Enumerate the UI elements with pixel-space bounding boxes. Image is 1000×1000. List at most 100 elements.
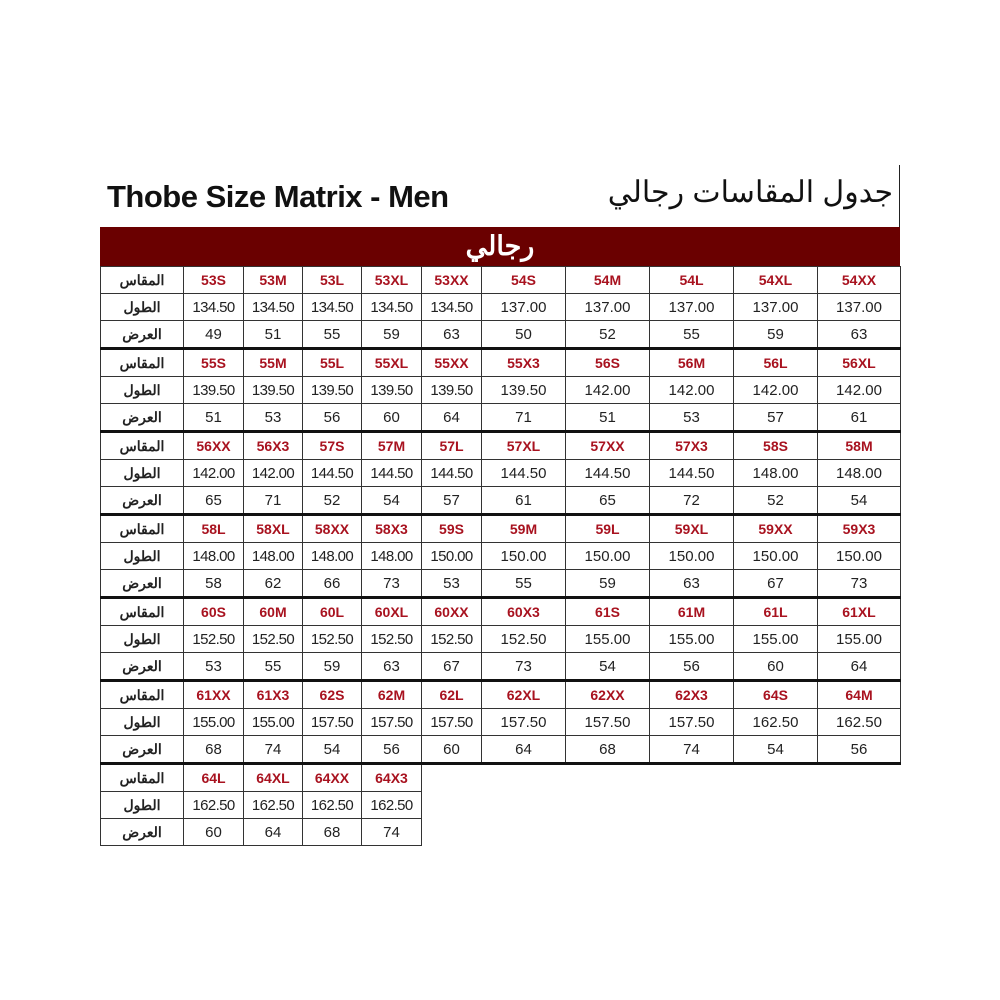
width-cell: 53: [421, 569, 482, 598]
length-cell: 142.00: [649, 376, 734, 404]
empty-cell: [482, 792, 566, 819]
width-cell: 63: [649, 569, 734, 598]
row-label-length: الطول: [100, 542, 184, 570]
length-cell: 148.00: [302, 542, 362, 570]
size-cell: 53L: [302, 266, 362, 294]
width-cell: 52: [302, 486, 362, 515]
width-cell: 54: [817, 486, 901, 515]
size-cell: 59M: [481, 513, 566, 543]
row-label-length: الطول: [100, 625, 184, 653]
size-cell: 61X3: [243, 679, 303, 709]
title-english: Thobe Size Matrix - Men: [107, 179, 449, 214]
size-cell: 56XL: [817, 347, 901, 377]
length-cell: 148.00: [243, 542, 303, 570]
row-label-size: المقاس: [100, 679, 184, 709]
width-cell: 49: [183, 320, 244, 349]
size-cell: 64M: [817, 679, 901, 709]
width-cell: 56: [361, 735, 422, 764]
size-cell: 59XX: [733, 513, 818, 543]
size-cell: 61M: [649, 596, 734, 626]
length-cell: 139.50: [421, 376, 482, 404]
size-cell: 58L: [183, 513, 244, 543]
width-cell: 67: [421, 652, 482, 681]
length-row: الطول 134.50 134.50 134.50 134.50 134.50 137.0…: [100, 293, 901, 321]
width-cell: 60: [421, 735, 482, 764]
length-cell: 139.50: [243, 376, 303, 404]
size-cell: 57XX: [565, 430, 650, 460]
length-cell: 152.50: [183, 625, 244, 653]
empty-cell: [818, 819, 901, 846]
size-row: المقاس 55S 55M 55L 55XL 55XX 55X3 56S 56M 56L 56XL: [100, 347, 901, 377]
size-cell: 59L: [565, 513, 650, 543]
size-cell: 60M: [243, 596, 303, 626]
size-cell: 53XX: [421, 266, 482, 294]
empty-cell: [566, 819, 650, 846]
length-cell: 150.00: [421, 542, 482, 570]
size-cell: 56S: [565, 347, 650, 377]
size-cell: 60X3: [481, 596, 566, 626]
length-cell: 134.50: [361, 293, 422, 321]
width-cell: 56: [302, 403, 362, 432]
row-label-length: الطول: [100, 293, 184, 321]
width-cell: 63: [817, 320, 901, 349]
empty-cell: [734, 819, 818, 846]
length-cell: 162.50: [243, 791, 303, 819]
length-cell: 139.50: [361, 376, 422, 404]
width-cell: 71: [243, 486, 303, 515]
width-cell: 61: [817, 403, 901, 432]
length-cell: 144.50: [361, 459, 422, 487]
width-cell: 65: [183, 486, 244, 515]
length-cell: 134.50: [302, 293, 362, 321]
width-row: العرض 60 64 68 74: [100, 818, 901, 846]
empty-cell: [422, 819, 482, 846]
size-cell: 64L: [183, 762, 244, 792]
size-cell: 60S: [183, 596, 244, 626]
width-cell: 60: [733, 652, 818, 681]
length-cell: 144.50: [481, 459, 566, 487]
length-cell: 150.00: [481, 542, 566, 570]
size-cell: 56L: [733, 347, 818, 377]
size-cell: 61L: [733, 596, 818, 626]
length-cell: 157.50: [302, 708, 362, 736]
width-cell: 50: [481, 320, 566, 349]
length-row: الطول 155.00 155.00 157.50 157.50 157.50 157.5…: [100, 708, 901, 736]
width-cell: 57: [421, 486, 482, 515]
width-cell: 68: [302, 818, 362, 846]
empty-cell: [817, 762, 901, 792]
width-cell: 64: [481, 735, 566, 764]
width-cell: 66: [302, 569, 362, 598]
size-cell: 54L: [649, 266, 734, 294]
width-cell: 59: [361, 320, 422, 349]
width-row: العرض 49 51 55 59 63 50 52 55 59 63: [100, 320, 901, 349]
width-cell: 54: [361, 486, 422, 515]
row-label-size: المقاس: [100, 596, 184, 626]
empty-cell: [650, 792, 734, 819]
size-cell: 59X3: [817, 513, 901, 543]
size-cell: 62M: [361, 679, 422, 709]
width-cell: 62: [243, 569, 303, 598]
size-cell: 62XL: [481, 679, 566, 709]
row-label-size: المقاس: [100, 266, 184, 294]
row-label-width: العرض: [100, 486, 184, 515]
size-cell: 55L: [302, 347, 362, 377]
width-row: العرض 68 74 54 56 60 64 68 74 54 56: [100, 735, 901, 764]
size-cell: 58M: [817, 430, 901, 460]
width-cell: 74: [361, 818, 422, 846]
length-cell: 148.00: [733, 459, 818, 487]
size-cell: 62L: [421, 679, 482, 709]
width-cell: 73: [481, 652, 566, 681]
size-cell: 64XL: [243, 762, 303, 792]
width-cell: 73: [361, 569, 422, 598]
length-row: الطول 162.50 162.50 162.50 162.50: [100, 791, 901, 819]
row-label-length: الطول: [100, 708, 184, 736]
length-cell: 150.00: [817, 542, 901, 570]
length-cell: 148.00: [817, 459, 901, 487]
width-cell: 52: [733, 486, 818, 515]
width-cell: 59: [733, 320, 818, 349]
width-cell: 52: [565, 320, 650, 349]
width-cell: 51: [565, 403, 650, 432]
size-cell: 56M: [649, 347, 734, 377]
length-cell: 139.50: [183, 376, 244, 404]
length-cell: 148.00: [183, 542, 244, 570]
size-cell: 55X3: [481, 347, 566, 377]
